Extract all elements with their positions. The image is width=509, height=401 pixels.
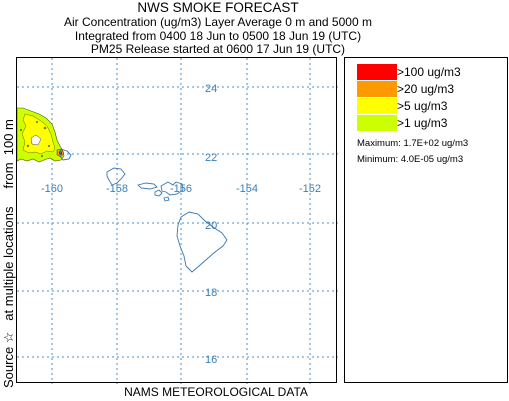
legend-label: >5 ug/m3: [397, 99, 448, 113]
plume-speck: [19, 128, 23, 132]
lon-label: -152: [299, 183, 321, 195]
concentration-description: Air Concentration (ug/m3) Layer Average …: [64, 15, 372, 29]
release-start: PM25 Release started at 0600 17 Jun 19 (…: [90, 42, 346, 56]
source-location-label: Source ☆ at multiple locations from 100 …: [1, 119, 16, 388]
plume-hole: [30, 134, 42, 146]
legend-swatch-orange: [357, 81, 397, 97]
lanai-coast: [154, 189, 163, 197]
maui-coast: [160, 181, 184, 196]
plume-speck: [43, 126, 47, 130]
lat-label: 22: [205, 152, 217, 164]
smoke-plume: [16, 107, 65, 163]
forecast-title: NWS SMOKE FORECAST: [137, 0, 299, 15]
map-panel: 24 22 20 18 16 -160 -158 -156 -154 -152: [16, 57, 338, 384]
kauai-coast: [59, 148, 72, 161]
plume-speck: [35, 120, 39, 124]
lon-labels: -160 -158 -156 -154 -152: [41, 183, 321, 195]
minimum-value: Minimum: 4.0E-05 ug/m3: [357, 154, 464, 165]
coastlines: [59, 148, 228, 273]
lon-label: -156: [170, 183, 192, 195]
plume-speck: [26, 144, 30, 148]
molokai-coast: [137, 182, 158, 190]
lon-label: -158: [106, 183, 128, 195]
meteorological-data-label: NAMS METEOROLOGICAL DATA: [124, 385, 308, 399]
integration-period: Integrated from 0400 18 Jun to 0500 18 J…: [74, 29, 362, 43]
legend-label: >20 ug/m3: [397, 82, 455, 96]
legend-label: >100 ug/m3: [397, 65, 461, 79]
lat-label: 18: [205, 287, 217, 299]
lon-label: -154: [236, 183, 258, 195]
plume-moderate-concentration: [21, 113, 56, 155]
legend-swatch-lime: [357, 115, 397, 131]
map-svg: 24 22 20 18 16 -160 -158 -156 -154 -152: [16, 58, 338, 384]
kahoolawe-coast: [163, 196, 170, 202]
lat-label: 24: [205, 83, 217, 95]
lon-label: -160: [41, 183, 63, 195]
plume-speck: [40, 154, 44, 158]
graticule: [17, 58, 338, 384]
lat-labels: 24 22 20 18 16: [205, 83, 217, 366]
lat-label: 16: [205, 354, 217, 366]
legend-label: >1 ug/m3: [397, 116, 448, 130]
oahu-coast: [106, 167, 126, 186]
legend-panel: >100 ug/m3 >20 ug/m3 >5 ug/m3 >1 ug/m3 M…: [344, 57, 508, 383]
maximum-value: Maximum: 1.7E+02 ug/m3: [357, 138, 469, 149]
legend-swatch-yellow: [357, 98, 397, 114]
plume-speck: [47, 144, 51, 148]
legend-swatch-red: [357, 64, 397, 80]
big-island-coast: [176, 211, 228, 273]
